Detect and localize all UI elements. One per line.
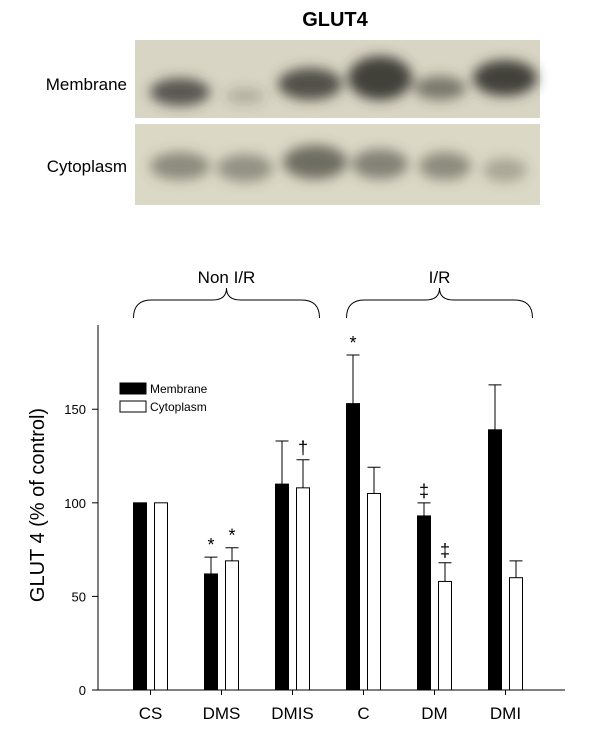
bar <box>509 577 523 691</box>
bar <box>488 429 502 691</box>
x-tick-label: DMI <box>490 704 521 723</box>
error-bar <box>417 502 431 516</box>
error-bar <box>367 466 381 494</box>
annotation: ‡ <box>419 481 429 501</box>
bar <box>275 483 289 691</box>
y-tick-label: 100 <box>64 496 86 511</box>
annotation: * <box>207 535 214 555</box>
blot-row-label: Membrane <box>46 75 127 94</box>
error-bar <box>225 547 239 561</box>
y-tick-label: 150 <box>64 402 86 417</box>
y-tick-label: 0 <box>79 683 86 698</box>
bar <box>204 573 218 691</box>
group-label: Non I/R <box>198 268 256 287</box>
error-bar <box>346 354 360 404</box>
x-tick-label: DMIS <box>271 704 314 723</box>
error-bar <box>275 440 289 485</box>
annotation: † <box>298 438 308 458</box>
x-tick-label: DM <box>421 704 447 723</box>
blot-title: GLUT4 <box>302 9 368 31</box>
y-axis-label: GLUT 4 (% of control) <box>27 408 49 602</box>
error-bar <box>438 562 452 582</box>
blot-row-label: Cytoplasm <box>47 157 127 176</box>
blot-membrane <box>135 40 540 118</box>
annotation: ‡ <box>440 541 450 561</box>
annotation: * <box>228 526 235 546</box>
bar <box>367 492 381 691</box>
y-tick-label: 50 <box>72 589 86 604</box>
legend-label: Cytoplasm <box>150 400 207 414</box>
error-bar <box>204 556 218 574</box>
blot-cytoplasm <box>135 124 540 205</box>
bar <box>154 502 168 691</box>
bar <box>225 560 239 691</box>
legend-label: Membrane <box>150 382 208 396</box>
bar <box>133 502 147 691</box>
error-bar <box>296 459 310 488</box>
x-tick-label: DMS <box>203 704 241 723</box>
group-bracket <box>346 287 533 319</box>
annotation: * <box>349 333 356 353</box>
x-tick-label: C <box>357 704 369 723</box>
x-tick-label: CS <box>139 704 163 723</box>
legend-swatch <box>119 400 147 413</box>
error-bar <box>509 560 523 578</box>
bar <box>296 487 310 691</box>
error-bar <box>488 384 502 430</box>
group-label: I/R <box>429 268 451 287</box>
bar <box>438 580 452 691</box>
bar <box>346 403 360 691</box>
group-bracket <box>133 287 320 319</box>
legend-swatch <box>119 382 147 395</box>
bar <box>417 515 431 691</box>
